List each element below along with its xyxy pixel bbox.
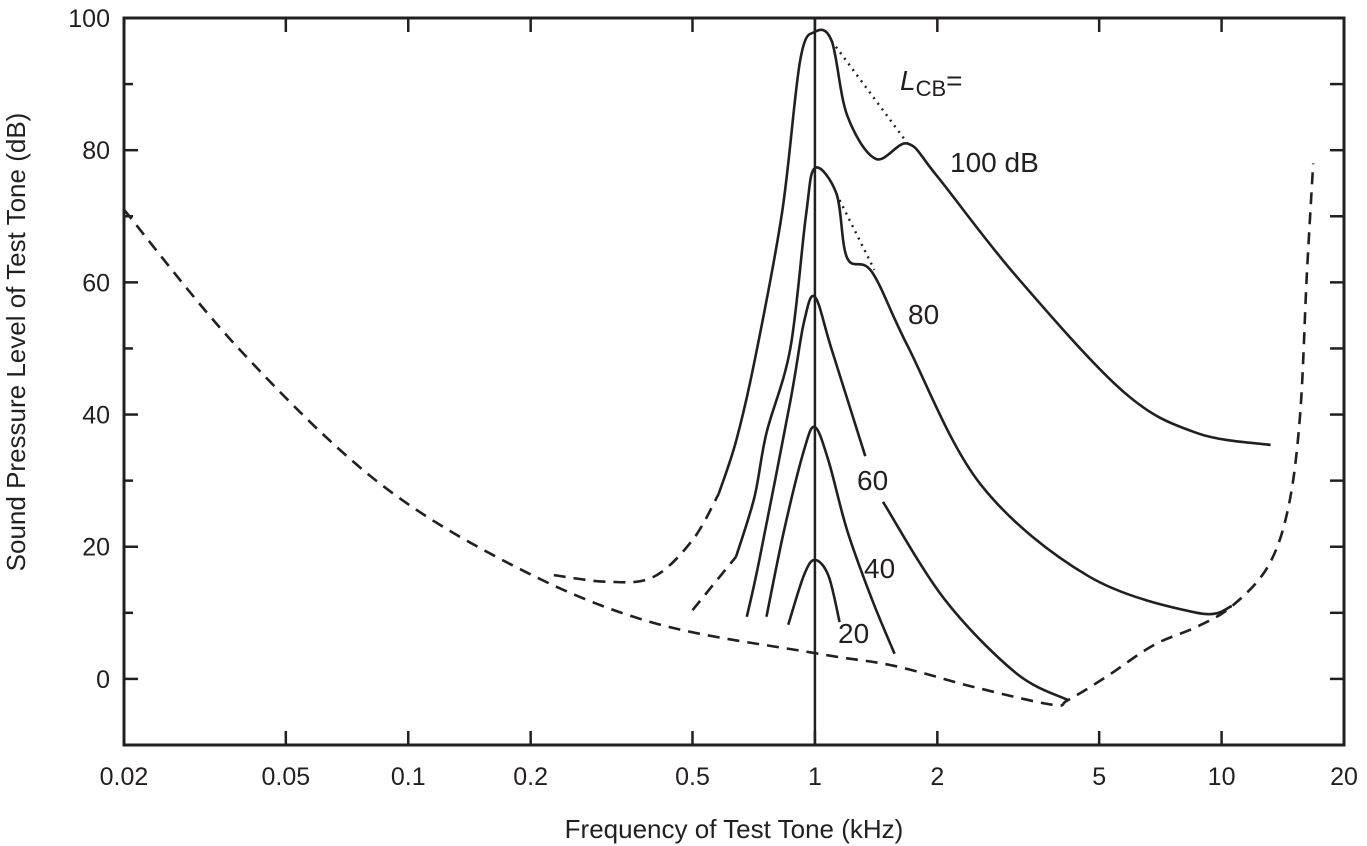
masking-100-dashed-segment-0: [553, 493, 720, 584]
lcb-label: LCB=: [900, 65, 963, 101]
x-tick-label: 0.2: [513, 763, 548, 791]
x-tick-label: 0.1: [391, 763, 426, 791]
level-label-80: 80: [908, 299, 939, 330]
x-tick-label: 20: [1330, 763, 1358, 791]
level-label-40: 40: [864, 553, 895, 584]
y-axis-title: Sound Pressure Level of Test Tone (dB): [1, 113, 31, 572]
x-tick-label: 10: [1208, 763, 1236, 791]
masking-40-solid-segment-0: [765, 425, 896, 655]
series-masking-60: [745, 294, 1069, 702]
series-masking-80: [691, 166, 1233, 616]
x-tick-labels: 0.02 0.05 0.1 0.2 0.5 1 2 5 10 20: [100, 763, 1358, 791]
masking-80-dashed-segment-0: [691, 555, 738, 611]
axis-ticks: [124, 18, 1344, 745]
x-tick-label: 2: [930, 763, 944, 791]
x-tick-label: 0.5: [675, 763, 710, 791]
masking-80-dotted-segment-2: [835, 193, 876, 271]
x-tick-label: 0.02: [100, 763, 149, 791]
masking-100-solid-segment-1: [717, 28, 1271, 495]
y-tick-label: 60: [82, 269, 110, 297]
plot-frame: [122, 16, 1346, 747]
threshold-in-quiet-dashed-segment-0: [122, 163, 1315, 707]
masking-100-dotted-segment-2: [830, 40, 911, 147]
x-tick-label: 5: [1092, 763, 1106, 791]
y-tick-label: 100: [68, 5, 110, 33]
x-tick-label: 1: [808, 763, 822, 791]
series-threshold-in-quiet: [122, 163, 1315, 707]
level-label-20: 20: [838, 618, 869, 649]
y-tick-labels: 0 20 40 60 80 100: [68, 5, 110, 694]
y-tick-label: 80: [82, 137, 110, 165]
series-masking-100: [553, 28, 1271, 584]
plot-marks: [122, 28, 1315, 707]
y-tick-label: 40: [82, 402, 110, 430]
level-label-100: 100 dB: [950, 147, 1039, 178]
masking-80-solid-segment-1: [734, 166, 1233, 616]
x-tick-label: 0.05: [261, 763, 310, 791]
x-axis-title: Frequency of Test Tone (kHz): [565, 814, 904, 844]
masking-60-solid-segment-1: [881, 501, 1069, 702]
y-tick-label: 20: [82, 534, 110, 562]
level-label-60: 60: [857, 465, 888, 496]
masking-60-solid-segment-0: [745, 294, 867, 618]
y-tick-label: 0: [96, 666, 110, 694]
series-masking-40: [765, 425, 896, 655]
